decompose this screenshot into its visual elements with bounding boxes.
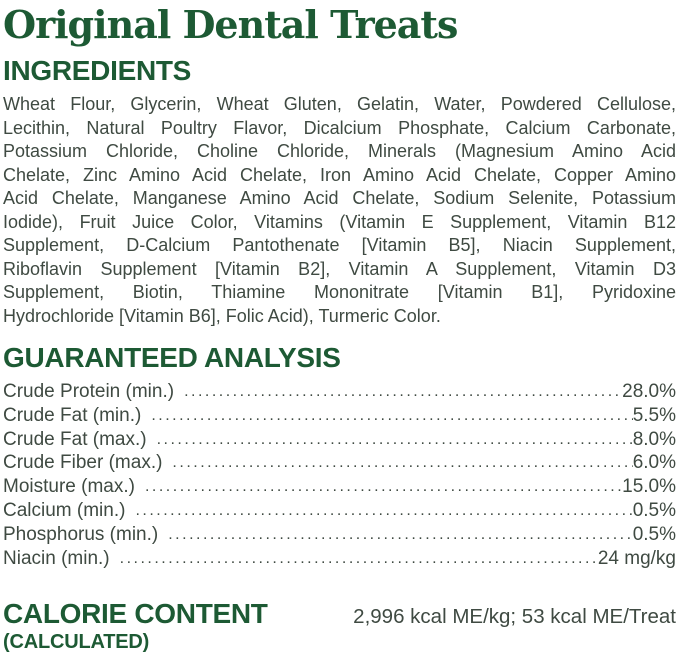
analysis-row: Moisture (max.).........................…	[3, 476, 676, 500]
guaranteed-analysis-section: GUARANTEED ANALYSIS Crude Protein (min.)…	[3, 342, 676, 571]
calorie-content-heading: CALORIE CONTENT	[3, 598, 268, 630]
analysis-label: Crude Fat (max.)	[3, 428, 147, 450]
analysis-label: Crude Fat (min.)	[3, 404, 142, 426]
analysis-label: Moisture (max.)	[3, 476, 135, 498]
leader-dots: ........................................…	[151, 406, 633, 424]
analysis-value: 6.0%	[632, 452, 676, 474]
ingredients-line: Potassium Chloride, Choline Chloride, Mi…	[3, 141, 676, 161]
ingredients-line: Supplement, Biotin, Thiamine Mononitrate…	[3, 282, 676, 302]
analysis-value: 15.0%	[622, 476, 676, 498]
ingredients-line: Chelate, Zinc Amino Acid Chelate, Iron A…	[3, 164, 676, 185]
analysis-row: Niacin (min.)...........................…	[3, 548, 676, 572]
analysis-value: 8.0%	[632, 428, 676, 450]
analysis-value: 28.0%	[622, 381, 676, 402]
analysis-row: Calcium (min.)..........................…	[3, 500, 676, 524]
ingredients-line: Iodide), Fruit Juice Color, Vitamins (Vi…	[3, 211, 676, 232]
guaranteed-analysis-table: Crude Protein (min.)....................…	[3, 381, 676, 571]
product-title: Original Dental Treats	[3, 2, 458, 47]
ingredients-line: Riboflavin Supplement [Vitamin B2], Vita…	[3, 258, 676, 279]
analysis-value: 24 mg/kg	[597, 547, 676, 569]
ingredients-heading: INGREDIENTS	[3, 55, 192, 86]
leader-dots: ........................................…	[135, 501, 632, 519]
ingredients-line: Supplement, D-Calcium Pantothenate [Vita…	[3, 235, 676, 255]
ingredients-line: Lecithin, Natural Poultry Flavor, Dicalc…	[3, 117, 676, 138]
analysis-label: Niacin (min.)	[3, 547, 110, 569]
guaranteed-analysis-heading: GUARANTEED ANALYSIS	[3, 342, 341, 373]
ingredients-line: Acid Chelate, Manganese Amino Acid Chela…	[3, 188, 676, 208]
leader-dots: ........................................…	[119, 549, 598, 567]
leader-dots: ........................................…	[156, 430, 633, 448]
analysis-row: Crude Fiber (max.)......................…	[3, 452, 676, 476]
analysis-row: Crude Protein (min.)....................…	[3, 381, 676, 405]
ingredients-section: INGREDIENTS Wheat Flour, Glycerin, Wheat…	[3, 55, 676, 328]
ingredients-line: Hydrochloride [Vitamin B6], Folic Acid),…	[3, 305, 441, 326]
analysis-row: Crude Fat (min.)........................…	[3, 405, 676, 429]
calorie-content-value: 2,996 kcal ME/kg; 53 kcal ME/Treat	[353, 605, 676, 629]
leader-dots: ........................................…	[144, 478, 622, 496]
ingredients-line: Wheat Flour, Glycerin, Wheat Gluten, Gel…	[3, 94, 676, 114]
analysis-value: 0.5%	[632, 499, 676, 521]
analysis-row: Crude Fat (max.)........................…	[3, 429, 676, 453]
ingredients-text: Wheat Flour, Glycerin, Wheat Gluten, Gel…	[3, 93, 676, 328]
analysis-label: Phosphorus (min.)	[3, 523, 159, 545]
analysis-label: Crude Protein (min.)	[3, 381, 175, 402]
analysis-row: Phosphorus (min.).......................…	[3, 524, 676, 548]
leader-dots: ........................................…	[168, 525, 633, 543]
leader-dots: ........................................…	[172, 454, 632, 472]
analysis-value: 5.5%	[632, 404, 676, 426]
analysis-label: Calcium (min.)	[3, 499, 126, 521]
calorie-content-section: CALORIE CONTENT (CALCULATED) 2,996 kcal …	[3, 599, 676, 654]
analysis-value: 0.5%	[632, 523, 676, 545]
analysis-label: Crude Fiber (max.)	[3, 452, 163, 474]
leader-dots: ........................................…	[184, 383, 622, 400]
calorie-content-headings: CALORIE CONTENT (CALCULATED)	[3, 599, 268, 654]
calorie-content-subheading: (CALCULATED)	[3, 631, 150, 654]
